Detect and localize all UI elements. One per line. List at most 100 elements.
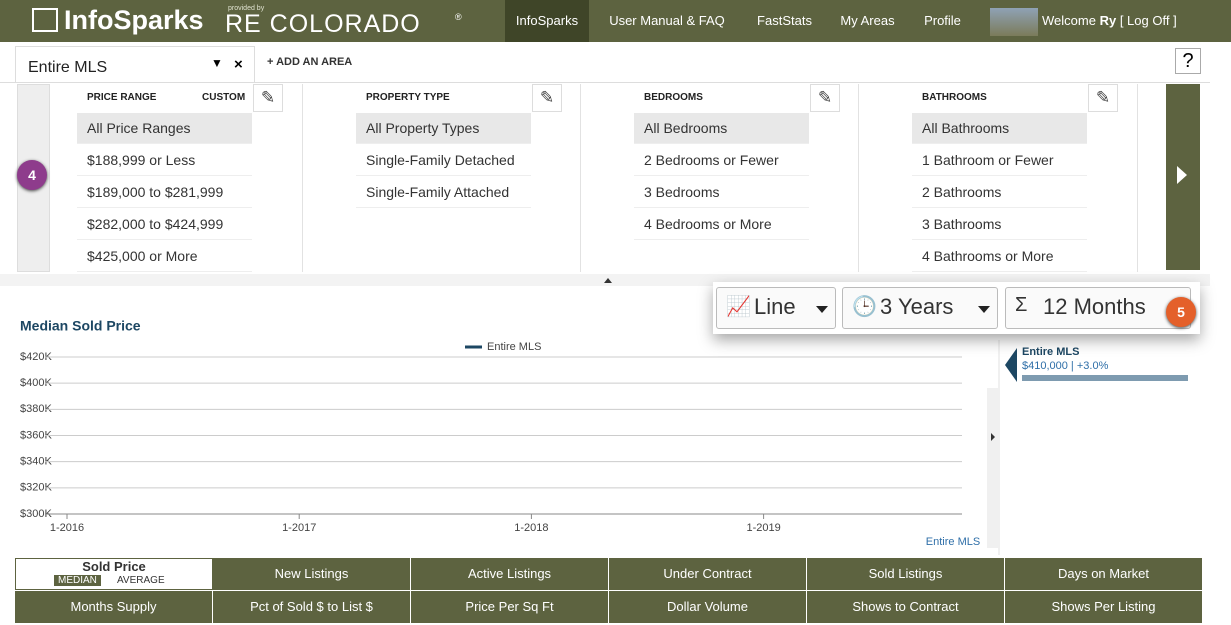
filter-option[interactable]: $282,000 to $424,999 [77,209,252,240]
metric-option[interactable]: AVERAGE [117,575,165,586]
filter-title: PROPERTY TYPE [366,92,450,103]
column-divider [302,84,303,272]
filter-option[interactable]: 4 Bathrooms or More [912,241,1087,272]
metric-button[interactable]: Active Listings [411,558,608,590]
filter-option[interactable]: 3 Bathrooms [912,209,1087,240]
area-name: Entire MLS [28,59,108,76]
filter-option[interactable]: 2 Bathrooms [912,177,1087,208]
sidebar-arrow [991,433,995,441]
badge: 4 [17,160,47,190]
x-tick-label: 1-2017 [282,522,316,534]
filter-option[interactable]: Single-Family Detached [356,145,531,176]
filter-option[interactable]: All Bathrooms [912,113,1087,144]
x-tick-label: 1-2019 [746,522,780,534]
welcome: Welcome Ry [ Log Off ] [1042,13,1177,28]
dropdown-icon[interactable]: ▼ [211,56,223,70]
column-divider [858,84,859,272]
y-tick-label: $400K [20,377,52,389]
caret [816,306,828,313]
chart: Median Sold Price $300K $320K $340K $360K $38… [20,318,1188,555]
edit-button[interactable]: ✎ [810,84,840,112]
metric-button[interactable]: Sold Listings [807,558,1004,590]
y-tick-label: $380K [20,403,52,415]
toolbar-button[interactable] [1005,287,1191,329]
badge: 5 [1166,297,1196,327]
chart-title: Median Sold Price [20,318,141,334]
filter-title: BATHROOMS [922,92,987,103]
metric-button[interactable]: Under Contract [609,558,806,590]
toolbar-button[interactable] [842,287,998,329]
edit-button[interactable]: ✎ [1088,84,1118,112]
metric-button[interactable]: Shows to Contract [807,591,1004,623]
metric-button[interactable]: New Listings [213,558,410,590]
filter-option[interactable]: All Bedrooms [634,113,809,144]
metric-button[interactable]: Shows Per Listing [1005,591,1202,623]
custom-link[interactable]: CUSTOM [202,92,246,103]
metric-button[interactable]: Price Per Sq Ft [411,591,608,623]
toolbar-icon: 🕒 [852,296,877,318]
filter-option[interactable]: All Price Ranges [77,113,252,144]
sidebar-bar [1022,375,1188,381]
filter-option[interactable]: Single-Family Attached [356,177,531,208]
remove-icon[interactable]: × [234,56,243,73]
logo-icon [32,8,58,32]
nav-item[interactable]: My Areas [840,13,895,28]
filter-option[interactable]: 2 Bedrooms or Fewer [634,145,809,176]
legend-label: Entire MLS [487,341,541,353]
filter-option[interactable]: 4 Bedrooms or More [634,209,809,240]
metric-button[interactable]: Days on Market [1005,558,1202,590]
welcome-text: Welcome [1042,13,1096,28]
brand: RE COLORADO [225,10,421,38]
toolbar-label: 12 Months [1043,294,1146,319]
metric-button[interactable]: Dollar Volume [609,591,806,623]
y-tick-label: $340K [20,456,52,468]
metric-button[interactable]: Pct of Sold $ to List $ [213,591,410,623]
toolbar-icon: 📈 [726,296,751,318]
filter-title: BEDROOMS [644,92,703,103]
area-select[interactable] [15,46,255,82]
metric-option[interactable]: MEDIAN [54,575,101,586]
filter-title: PRICE RANGE [87,92,157,103]
filter-option[interactable]: 3 Bedrooms [634,177,809,208]
user-name: Ry [1099,13,1117,28]
collapse-left [1137,84,1138,272]
y-tick-label: $420K [20,351,52,363]
x-tick-label: 1-2018 [514,522,548,534]
filter-option[interactable]: All Property Types [356,113,531,144]
metric-button[interactable]: Months Supply [15,591,212,623]
provided-by: provided by [228,5,265,12]
add-area[interactable]: + ADD AN AREA [267,56,353,68]
sidebar-name: Entire MLS [1022,346,1079,358]
log-off[interactable]: [ Log Off ] [1119,13,1177,28]
y-tick-label: $300K [20,508,52,520]
divider [0,82,1210,83]
nav-item[interactable]: InfoSparks [505,0,589,42]
nav-item[interactable]: Profile [924,13,961,28]
filter-option[interactable]: $425,000 or More [77,241,252,272]
toolbar-icon: Σ [1015,294,1028,316]
filter-option[interactable]: $189,000 to $281,999 [77,177,252,208]
caret [978,306,990,313]
sidebar-collapse [987,388,998,548]
next-arrow [1177,166,1187,184]
y-tick-label: $320K [20,482,52,494]
filter-option[interactable]: $188,999 or Less [77,145,252,176]
filter-option[interactable]: 1 Bathroom or Fewer [912,145,1087,176]
y-tick-label: $360K [20,429,52,441]
collapse-arrow [604,278,612,283]
metric-label: Sold Price [82,559,146,574]
metric-selected[interactable] [15,558,213,590]
help-button[interactable]: ? [1175,48,1201,74]
edit-button[interactable]: ✎ [253,84,283,112]
edit-button[interactable]: ✎ [532,84,562,112]
toolbar-label: 3 Years [880,294,954,319]
user-photo [990,8,1038,36]
logo[interactable]: InfoSparks [64,5,204,35]
x-note: Entire MLS [926,536,980,548]
series-marker [1005,348,1017,382]
brand-mark: ® [455,12,462,22]
nav-item[interactable]: User Manual & FAQ [609,13,725,28]
nav-item[interactable]: FastStats [757,13,812,28]
